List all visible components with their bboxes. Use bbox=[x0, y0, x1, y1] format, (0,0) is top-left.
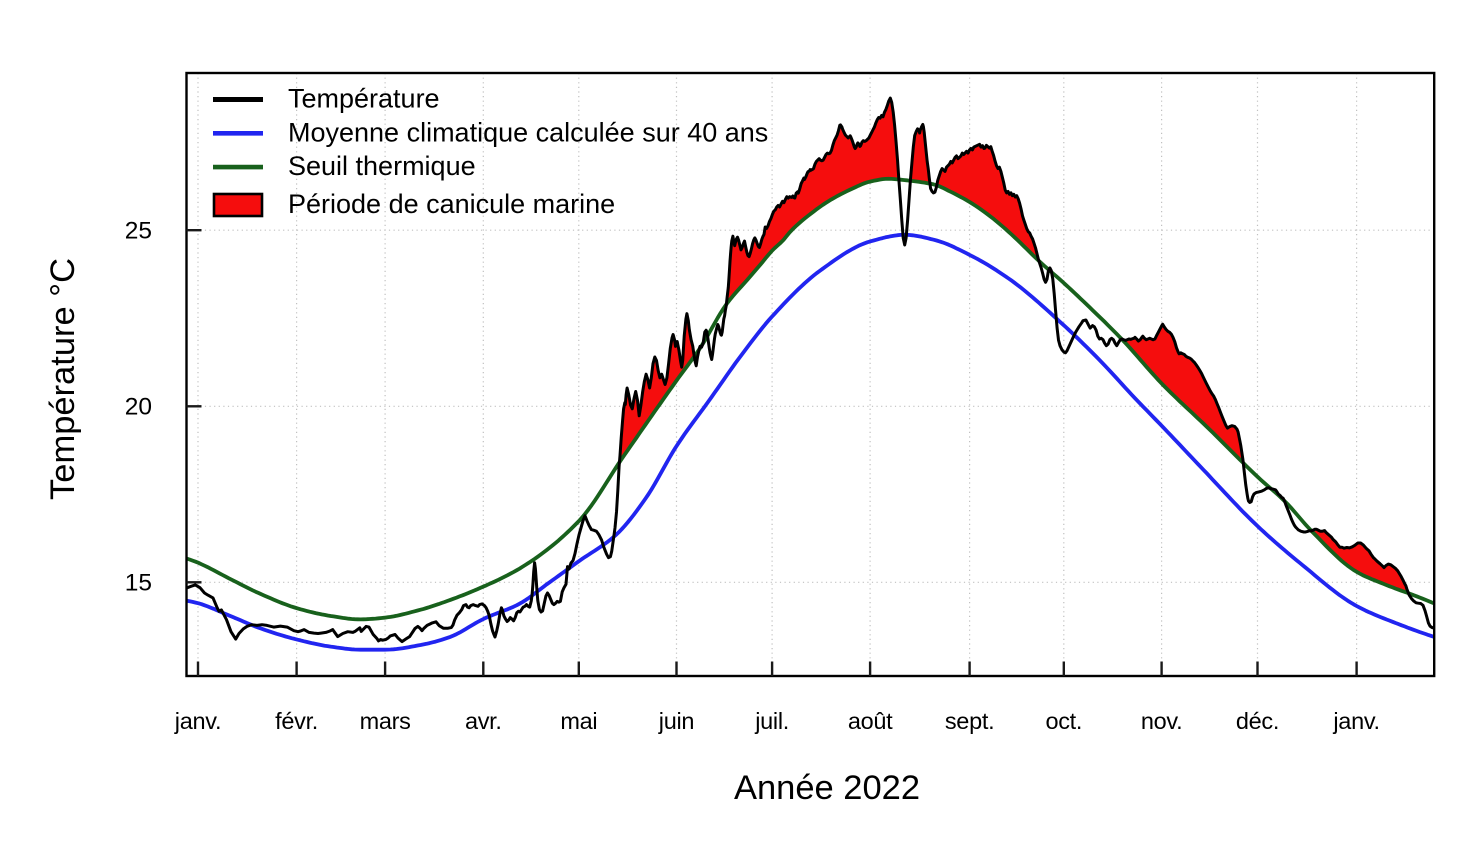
svg-text:nov.: nov. bbox=[1141, 708, 1182, 734]
svg-text:août: août bbox=[848, 708, 893, 734]
svg-text:déc.: déc. bbox=[1236, 708, 1279, 734]
svg-text:Période de canicule marine: Période de canicule marine bbox=[288, 189, 615, 219]
svg-text:févr.: févr. bbox=[275, 708, 318, 734]
svg-text:janv.: janv. bbox=[1332, 708, 1379, 734]
svg-text:20: 20 bbox=[125, 394, 152, 421]
svg-text:avr.: avr. bbox=[465, 708, 502, 734]
svg-text:Moyenne climatique calculée su: Moyenne climatique calculée sur 40 ans bbox=[288, 117, 768, 147]
svg-text:Seuil thermique: Seuil thermique bbox=[288, 151, 476, 181]
svg-text:mars: mars bbox=[360, 708, 411, 734]
svg-text:Température: Température bbox=[288, 84, 440, 114]
svg-text:sept.: sept. bbox=[945, 708, 994, 734]
svg-text:juil.: juil. bbox=[754, 708, 789, 734]
svg-text:mai: mai bbox=[560, 708, 597, 734]
svg-text:juin: juin bbox=[658, 708, 694, 734]
svg-text:15: 15 bbox=[125, 570, 152, 597]
svg-text:Température °C: Température °C bbox=[44, 258, 82, 500]
svg-text:oct.: oct. bbox=[1045, 708, 1082, 734]
svg-text:janv.: janv. bbox=[174, 708, 221, 734]
svg-text:Année 2022: Année 2022 bbox=[734, 769, 920, 807]
svg-text:25: 25 bbox=[125, 218, 152, 245]
